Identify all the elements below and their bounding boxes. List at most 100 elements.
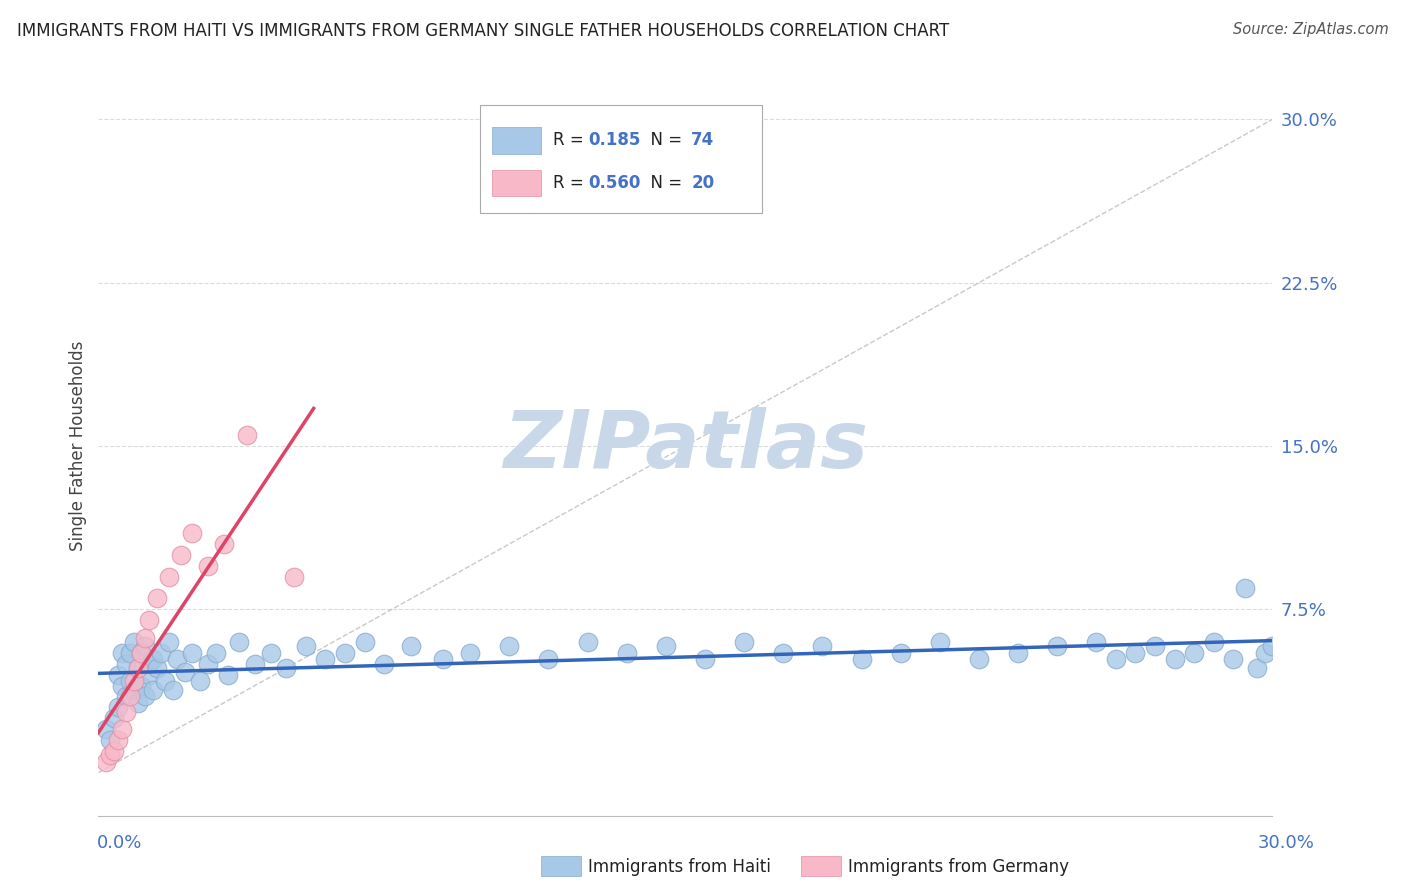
Point — [1234, 581, 1257, 595]
Point — [169, 548, 191, 562]
Point — [851, 652, 873, 666]
Point — [890, 646, 912, 660]
Point — [98, 748, 121, 763]
Text: 0.0%: 0.0% — [97, 834, 142, 852]
Point — [1261, 640, 1284, 654]
Point — [228, 635, 250, 649]
Point — [928, 635, 950, 649]
Text: 0.185: 0.185 — [588, 131, 640, 149]
Point — [150, 646, 173, 660]
Point — [118, 674, 141, 689]
Point — [122, 635, 145, 649]
Y-axis label: Single Father Households: Single Father Households — [69, 341, 87, 551]
Point — [114, 705, 136, 719]
Point — [111, 646, 134, 660]
Point — [103, 744, 125, 758]
Point — [107, 667, 129, 681]
Point — [616, 646, 638, 660]
Point — [693, 652, 716, 666]
Point — [138, 657, 160, 671]
Point — [197, 657, 219, 671]
Text: N =: N = — [640, 174, 688, 192]
Text: N =: N = — [640, 131, 688, 149]
Point — [138, 613, 160, 627]
Point — [107, 733, 129, 747]
Point — [98, 733, 121, 747]
Point — [142, 652, 165, 666]
Text: 30.0%: 30.0% — [1258, 834, 1315, 852]
Point — [118, 690, 141, 704]
Point — [772, 646, 794, 660]
Point — [157, 635, 180, 649]
Point — [138, 667, 160, 681]
Point — [153, 674, 176, 689]
FancyBboxPatch shape — [479, 105, 762, 213]
Point — [122, 682, 145, 697]
Point — [733, 635, 755, 649]
Point — [142, 682, 165, 697]
Point — [353, 635, 375, 649]
Point — [333, 646, 356, 660]
Point — [146, 591, 169, 606]
Text: IMMIGRANTS FROM HAITI VS IMMIGRANTS FROM GERMANY SINGLE FATHER HOUSEHOLDS CORREL: IMMIGRANTS FROM HAITI VS IMMIGRANTS FROM… — [17, 22, 949, 40]
Point — [1182, 646, 1205, 660]
Text: Source: ZipAtlas.com: Source: ZipAtlas.com — [1233, 22, 1389, 37]
Point — [134, 640, 156, 654]
Point — [134, 631, 156, 645]
Point — [131, 646, 153, 660]
Point — [146, 661, 169, 675]
Point — [162, 682, 184, 697]
Point — [1085, 635, 1108, 649]
Point — [111, 722, 134, 736]
Point — [811, 640, 834, 654]
Point — [1163, 652, 1185, 666]
Text: R =: R = — [553, 131, 589, 149]
Point — [134, 690, 156, 704]
Point — [114, 690, 136, 704]
Point — [217, 667, 239, 681]
Point — [498, 640, 520, 654]
Point — [96, 722, 118, 736]
FancyBboxPatch shape — [492, 127, 541, 153]
Point — [118, 646, 141, 660]
Point — [236, 428, 259, 442]
Text: Immigrants from Germany: Immigrants from Germany — [848, 858, 1069, 876]
Point — [131, 679, 153, 693]
Point — [181, 646, 204, 660]
Point — [314, 652, 336, 666]
Point — [1202, 635, 1225, 649]
Point — [283, 569, 305, 583]
Text: Immigrants from Haiti: Immigrants from Haiti — [588, 858, 770, 876]
Point — [401, 640, 423, 654]
Point — [205, 646, 228, 660]
Point — [373, 657, 395, 671]
Text: 74: 74 — [692, 131, 714, 149]
Point — [276, 661, 298, 675]
Point — [127, 661, 149, 675]
Point — [537, 652, 560, 666]
Point — [96, 755, 118, 769]
Text: 0.560: 0.560 — [588, 174, 640, 192]
Point — [1105, 652, 1128, 666]
FancyBboxPatch shape — [492, 169, 541, 196]
Point — [1253, 646, 1275, 660]
Point — [157, 569, 180, 583]
Point — [458, 646, 481, 660]
Point — [295, 640, 318, 654]
Text: 20: 20 — [692, 174, 714, 192]
Point — [243, 657, 266, 671]
Point — [173, 665, 195, 680]
Point — [166, 652, 188, 666]
Point — [432, 652, 454, 666]
Point — [1007, 646, 1029, 660]
Point — [1222, 652, 1244, 666]
Point — [181, 526, 204, 541]
Point — [1125, 646, 1147, 660]
Point — [655, 640, 678, 654]
Point — [967, 652, 990, 666]
Point — [131, 646, 153, 660]
Point — [259, 646, 281, 660]
Point — [1046, 640, 1069, 654]
Text: R =: R = — [553, 174, 589, 192]
Point — [212, 537, 235, 551]
